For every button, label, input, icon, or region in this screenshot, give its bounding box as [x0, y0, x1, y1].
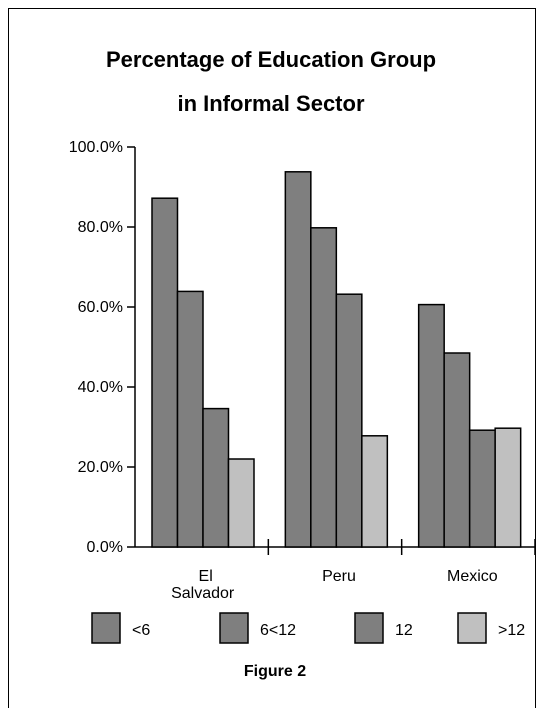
- y-tick-label: 60.0%: [78, 299, 123, 316]
- category-label: Peru: [322, 568, 356, 585]
- chart-title-line2: in Informal Sector: [177, 91, 364, 116]
- y-tick-label: 80.0%: [78, 219, 123, 236]
- legend-label: >12: [498, 622, 525, 639]
- bar: [284, 171, 312, 548]
- bar: [202, 407, 230, 548]
- y-tick-label: 20.0%: [78, 459, 123, 476]
- chart-title-line1: Percentage of Education Group: [106, 47, 436, 72]
- legend-swatch: [91, 612, 121, 644]
- legend-label: 6<12: [260, 622, 296, 639]
- bar: [227, 458, 255, 548]
- y-tick-label: 40.0%: [78, 379, 123, 396]
- legend-label: <6: [132, 622, 150, 639]
- category-label: El: [199, 568, 213, 585]
- bar: [443, 352, 471, 548]
- legend-label: 12: [395, 622, 413, 639]
- bar: [176, 290, 204, 548]
- y-tick-label: 0.0%: [87, 539, 123, 556]
- bar: [335, 293, 363, 548]
- bars: [151, 171, 522, 548]
- bar: [494, 427, 522, 548]
- bar: [310, 227, 338, 548]
- y-axis: 0.0% 20.0% 40.0% 60.0% 80.0% 100.0%: [69, 139, 136, 556]
- figure-caption: Figure 2: [244, 663, 306, 680]
- bar: [468, 429, 496, 548]
- figure-frame: [8, 8, 536, 708]
- legend-swatch: [354, 612, 384, 644]
- bar: [361, 435, 389, 548]
- category-label: Mexico: [447, 568, 498, 585]
- legend-swatch: [219, 612, 249, 644]
- legend: <6 6<12 12 >12: [91, 612, 525, 644]
- bar: [417, 303, 445, 548]
- category-label: Salvador: [171, 585, 235, 602]
- bar: [151, 197, 179, 548]
- y-tick-label: 100.0%: [69, 139, 123, 156]
- legend-swatch: [457, 612, 487, 644]
